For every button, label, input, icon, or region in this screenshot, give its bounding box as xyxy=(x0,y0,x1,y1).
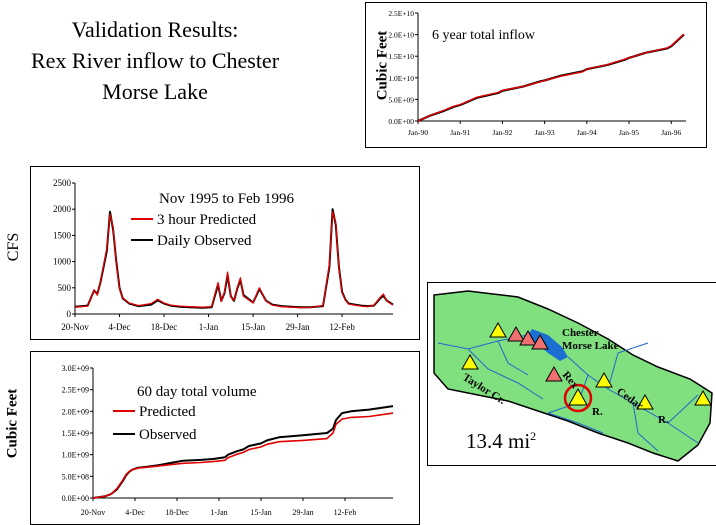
x-tick-label: Jan-94 xyxy=(577,128,597,137)
total-inflow-svg: 0.0E+00 5.0E+09 1.0E+10 1.5E+10 2.0E+10 2.5E+… xyxy=(388,9,686,137)
chart-title: 60 day total volume xyxy=(137,384,257,400)
x-tick-label: 4-Dec xyxy=(125,508,145,517)
gauge-marker xyxy=(519,329,537,346)
x-tick-label: 18-Dec xyxy=(165,508,189,517)
volume-chart: 0.0E+00 5.0E+08 1.0E+09 1.5E+09 2.0E+09 2.5E+… xyxy=(30,351,420,525)
series-line xyxy=(417,33,685,122)
y-tick-label: 1.5E+09 xyxy=(62,429,89,438)
watershed-svg: Chester Morse Lake Taylor Cr. Rex R. Ced… xyxy=(433,290,713,462)
gauge-triangles-yellow xyxy=(461,321,712,410)
area-superscript: 2 xyxy=(530,429,537,443)
total-inflow-chart: 0.0E+00 5.0E+09 1.0E+10 1.5E+10 2.0E+10 2.5E+… xyxy=(365,2,707,148)
y-tick-label: 2.5E+09 xyxy=(62,386,89,395)
cedar-r-label: R. xyxy=(658,414,669,426)
area-label: 13.4 mi2 xyxy=(466,429,536,454)
x-tick-label: 18-Dec xyxy=(151,322,178,332)
x-tick-label: 1-Jan xyxy=(210,508,227,517)
x-tick-label: 12-Feb xyxy=(334,508,357,517)
slide-title: Validation Results: Rex River inflow to … xyxy=(10,14,300,107)
x-tick-label: 20-Nov xyxy=(61,322,89,332)
title-line-2: Rex River inflow to Chester xyxy=(30,48,280,73)
x-tick-label: Jan-96 xyxy=(661,128,681,137)
gauge-marker xyxy=(636,393,654,410)
volume-ylabel: Cubic Feet xyxy=(4,388,21,459)
x-tick-label: 29-Jan xyxy=(292,508,313,517)
y-tick-label: 0.0E+00 xyxy=(388,117,414,126)
title-line-1: Validation Results: xyxy=(71,17,239,42)
lake-label-1: Chester xyxy=(562,327,599,339)
y-tick-label: 2000 xyxy=(53,204,72,214)
series-line xyxy=(92,412,394,499)
y-tick-label: 1.5E+10 xyxy=(388,52,414,61)
rex-r-label: R. xyxy=(592,406,603,418)
flow-ylabel: CFS xyxy=(5,232,22,262)
gauge-marker xyxy=(461,353,479,370)
gauge-marker xyxy=(568,387,588,406)
x-tick-label: Jan-93 xyxy=(535,128,555,137)
y-tick-label: 5.0E+09 xyxy=(388,95,414,104)
legend-label: Observed xyxy=(139,427,197,443)
x-tick-label: 1-Jan xyxy=(199,322,219,332)
y-tick-label: 2500 xyxy=(53,178,72,188)
watershed-map: Chester Morse Lake Taylor Cr. Rex R. Ced… xyxy=(427,282,716,466)
area-value: 13.4 mi xyxy=(466,429,531,453)
x-tick-label: Jan-92 xyxy=(492,128,512,137)
x-tick-label: 15-Jan xyxy=(250,508,271,517)
y-tick-label: 0 xyxy=(67,309,72,319)
x-tick-label: 12-Feb xyxy=(329,322,355,332)
chart-title: Nov 1995 to Feb 1996 xyxy=(159,191,295,207)
river-network xyxy=(437,334,699,452)
chart-title: 6 year total inflow xyxy=(432,28,536,43)
gauge-marker xyxy=(595,371,613,388)
y-tick-label: 1.0E+09 xyxy=(62,451,89,460)
y-tick-label: 1000 xyxy=(53,257,72,267)
y-tick-label: 1500 xyxy=(53,230,72,240)
y-tick-label: 2.0E+10 xyxy=(388,31,414,40)
x-tick-label: 15-Jan xyxy=(241,322,265,332)
gauge-triangles-pink xyxy=(507,325,563,382)
y-tick-label: 1.0E+10 xyxy=(388,74,414,83)
gauge-marker xyxy=(489,321,507,338)
flow-svg: 0 500 1000 1500 2000 2500 20-Nov 4-Dec 18-Dec 1-J… xyxy=(53,178,394,332)
gauge-marker xyxy=(694,389,712,406)
total-inflow-ylabel: Cubic Feet xyxy=(374,30,391,101)
x-tick-label: 4-Dec xyxy=(109,322,131,332)
series-line xyxy=(74,211,394,309)
gauge-marker xyxy=(531,333,549,350)
x-tick-label: Jan-91 xyxy=(450,128,470,137)
x-tick-label: 29-Jan xyxy=(286,322,310,332)
x-tick-label: Jan-95 xyxy=(619,128,639,137)
legend-label: 3 hour Predicted xyxy=(157,212,257,228)
series-line xyxy=(417,33,685,123)
x-tick-label: 20-Nov xyxy=(81,508,105,517)
y-tick-label: 500 xyxy=(58,283,72,293)
highlight-circle xyxy=(563,383,593,413)
title-line-3: Morse Lake xyxy=(102,79,208,104)
volume-svg: 0.0E+00 5.0E+08 1.0E+09 1.5E+09 2.0E+09 2.5E+… xyxy=(62,364,394,517)
y-tick-label: 2.5E+10 xyxy=(388,9,414,18)
lake xyxy=(528,329,568,361)
x-tick-label: Jan-90 xyxy=(408,128,428,137)
y-tick-label: 3.0E+09 xyxy=(62,364,89,373)
y-tick-label: 2.0E+09 xyxy=(62,407,89,416)
legend-label: Predicted xyxy=(139,404,196,420)
gauge-marker xyxy=(507,325,525,342)
lake-label-2: Morse Lake xyxy=(562,340,619,352)
gauge-marker xyxy=(545,365,563,382)
y-tick-label: 0.0E+00 xyxy=(62,494,89,503)
y-tick-label: 5.0E+08 xyxy=(62,472,89,481)
legend-label: Daily Observed xyxy=(157,233,252,249)
flow-chart: 0 500 1000 1500 2000 2500 20-Nov 4-Dec 18-Dec 1-J… xyxy=(30,166,420,340)
